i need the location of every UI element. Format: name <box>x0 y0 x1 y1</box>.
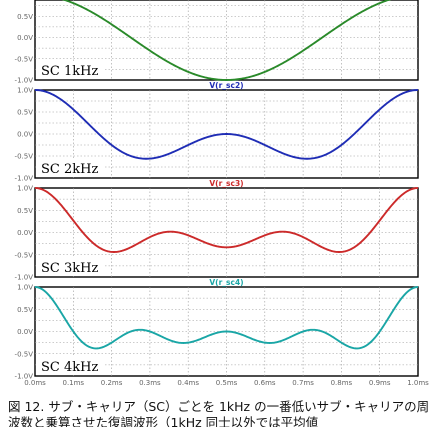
series-line <box>34 286 419 350</box>
x-tick-label: 0.5ms <box>216 379 238 387</box>
x-tick-label: 0.1ms <box>62 379 84 387</box>
y-tick-label: -1.0V <box>15 77 34 85</box>
y-tick-label: -0.5V <box>15 55 34 63</box>
y-tick-label: 0.0V <box>17 229 33 237</box>
x-tick-label: 0.2ms <box>101 379 123 387</box>
series-line <box>61 0 392 81</box>
y-tick-label: 0.5V <box>17 109 33 117</box>
y-tick-label: 0.5V <box>17 207 33 215</box>
x-tick-label: 0.3ms <box>139 379 161 387</box>
x-tick-label: 0.8ms <box>331 379 353 387</box>
panel-2: 1.0V 0.5V 0.0V -0.5V -1.0V V(r_sc2) SC 2kHz <box>15 81 419 183</box>
x-tick-label: 0.0ms <box>24 379 46 387</box>
y-tick-label: 1.0V <box>17 284 33 292</box>
series-line <box>34 187 419 253</box>
panel-4: 1.0V 0.5V 0.0V -0.5V -1.0V0.0ms 0.1ms 0.2ms 0.3… <box>15 278 430 387</box>
x-tick-label: 0.4ms <box>177 379 199 387</box>
y-tick-label: 0.0V <box>17 328 33 336</box>
y-tick-label: -1.0V <box>15 274 34 282</box>
y-tick-label: -1.0V <box>15 175 34 183</box>
panel-title: V(r_sc3) <box>209 179 243 188</box>
sc-label-box <box>36 258 104 276</box>
x-tick-label: 0.7ms <box>292 379 314 387</box>
sc-label: SC 4kHz <box>41 360 98 375</box>
panel-title: V(r_sc4) <box>209 278 243 287</box>
sc-label: SC 3kHz <box>41 261 98 276</box>
y-tick-label: -0.5V <box>15 153 34 161</box>
y-tick-label: 0.0V <box>17 131 33 139</box>
y-tick-label: 1.0V <box>17 185 33 193</box>
sc-label-box <box>36 61 104 79</box>
panel-1: 0.5V 0.0V -0.5V -1.0V SC 1kHz <box>15 0 419 85</box>
x-tick-label: 0.6ms <box>254 379 276 387</box>
figure-caption: 図 12. サブ・キャリア（SC）ごとを 1kHz の一番低いサブ・キャリアの周… <box>8 399 430 427</box>
y-tick-label: 0.5V <box>17 306 33 314</box>
x-tick-label: 1.0ms <box>407 379 429 387</box>
sc-label-box <box>36 159 104 177</box>
panel-3: 1.0V 0.5V 0.0V -0.5V -1.0V V(r_sc3) SC 3kHz <box>15 179 419 282</box>
y-tick-label: 0.0V <box>17 34 33 42</box>
sc-label: SC 1kHz <box>41 64 98 79</box>
y-tick-label: 1.0V <box>17 87 33 95</box>
y-tick-label: -1.0V <box>15 373 34 381</box>
x-tick-label: 0.9ms <box>369 379 391 387</box>
panel-title: V(r_sc2) <box>209 81 243 90</box>
series-line <box>34 89 419 160</box>
y-tick-label: -0.5V <box>15 251 34 259</box>
y-tick-label: -0.5V <box>15 350 34 358</box>
sc-label-box <box>36 357 104 375</box>
sc-label: SC 2kHz <box>41 162 98 177</box>
y-tick-label: 0.5V <box>17 13 33 21</box>
